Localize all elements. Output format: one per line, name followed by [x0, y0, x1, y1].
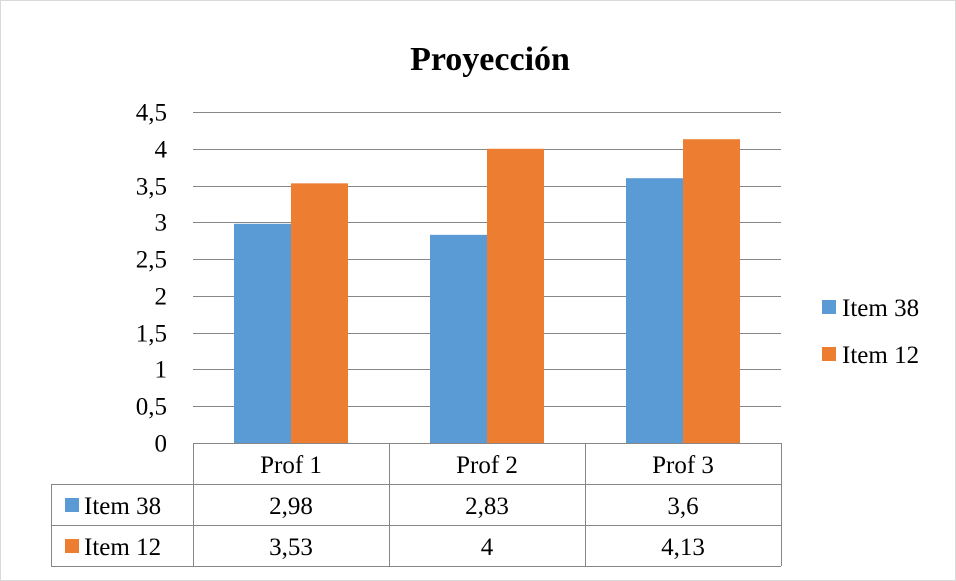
category-label: Prof 1 — [260, 452, 322, 479]
table-legend-key — [65, 539, 79, 553]
y-axis-ticks: 0 0,5 1 1,5 2 2,5 3 3,5 4 4,5 — [136, 100, 168, 458]
y-tick-label: 0,5 — [136, 394, 167, 421]
legend-key — [822, 300, 836, 314]
category-label: Prof 3 — [652, 452, 714, 479]
chart-title: Proyección — [410, 41, 570, 78]
y-tick-label: 4 — [155, 137, 168, 164]
bar-item-38-prof-2 — [430, 234, 487, 443]
bar-item-38-prof-3 — [626, 178, 683, 443]
y-tick-label: 1,5 — [136, 321, 167, 348]
y-tick-label: 4,5 — [136, 100, 167, 127]
y-tick-label: 1 — [155, 357, 168, 384]
bar-item-38-prof-1 — [234, 223, 291, 443]
bars — [234, 139, 740, 444]
bar-item-12-prof-2 — [487, 148, 544, 443]
table-cell-value: 3,53 — [269, 534, 313, 561]
y-tick-label: 3 — [155, 210, 168, 237]
table-row-label: Item 38 — [84, 493, 161, 520]
y-tick-label: 3,5 — [136, 174, 167, 201]
y-tick-label: 0 — [155, 431, 168, 458]
bar-item-12-prof-3 — [683, 139, 740, 443]
legend-label: Item 38 — [842, 295, 919, 322]
legend-label: Item 12 — [842, 342, 919, 369]
data-table: Prof 1 Prof 2 Prof 3 Item 38 2,98 2,83 3,6 Item… — [51, 443, 782, 567]
table-row-label: Item 12 — [84, 534, 161, 561]
legend-key — [822, 347, 836, 361]
table-legend-key — [65, 498, 79, 512]
table-cell-value: 2,98 — [269, 493, 313, 520]
legend: Item 38 Item 12 — [822, 295, 919, 369]
table-cell-value: 3,6 — [667, 493, 698, 520]
table-cell-value: 4 — [481, 534, 494, 561]
y-tick-label: 2,5 — [136, 247, 167, 274]
bar-item-12-prof-1 — [291, 183, 348, 444]
category-label: Prof 2 — [456, 452, 518, 479]
y-tick-label: 2 — [155, 284, 168, 311]
table-cell-value: 4,13 — [661, 534, 705, 561]
table-cell-value: 2,83 — [465, 493, 509, 520]
